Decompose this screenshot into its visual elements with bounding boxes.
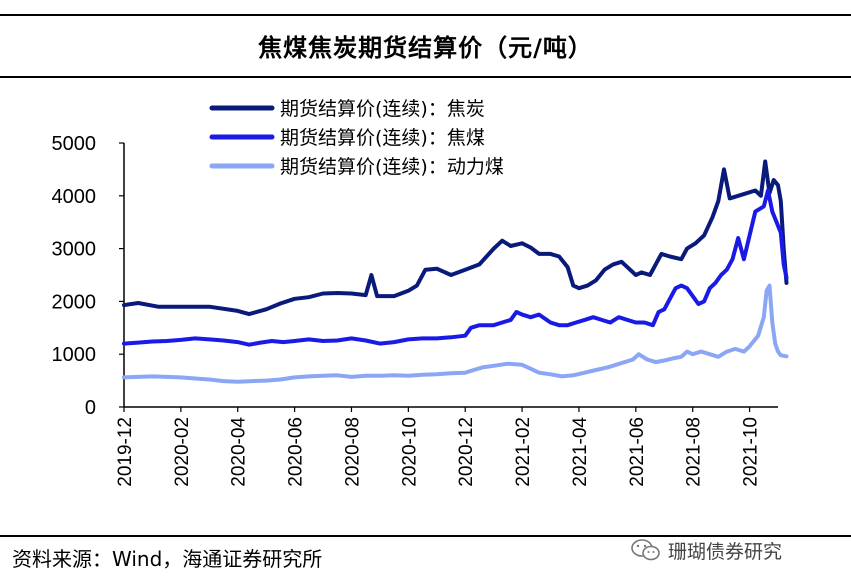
x-tick-label: 2021-04 (570, 417, 591, 487)
x-tick-label: 2020-12 (456, 417, 477, 487)
legend-label-1: 期货结算价(连续)：焦炭 (280, 98, 485, 120)
x-tick-label: 2021-06 (627, 417, 648, 487)
y-tick-label: 5000 (52, 133, 97, 155)
x-tick-label: 2020-02 (172, 417, 193, 487)
x-tick-label: 2020-08 (342, 417, 363, 487)
legend-label-2: 期货结算价(连续)：焦煤 (280, 127, 485, 149)
legend-label-3: 期货结算价(连续)：动力煤 (280, 156, 504, 178)
series-line-1 (122, 159, 789, 317)
x-tick-label: 2021-02 (513, 417, 534, 487)
bottom-rule (0, 535, 851, 537)
x-tick-label: 2020-06 (286, 417, 307, 487)
title-rule (0, 76, 851, 78)
chart-title: 焦煤焦炭期货结算价（元/吨） (258, 34, 593, 62)
x-tick-label: 2019-12 (115, 417, 136, 487)
series-line-3 (122, 283, 789, 384)
wechat-icon (631, 539, 660, 561)
x-tick-label: 2020-04 (229, 417, 250, 487)
y-tick-label: 2000 (52, 291, 97, 313)
source-note: 资料来源：Wind，海通证券研究所 (12, 547, 323, 571)
watermark-text: 珊瑚债券研究 (668, 541, 783, 563)
x-tick-label: 2021-08 (684, 417, 705, 487)
y-tick-label: 1000 (52, 344, 97, 366)
top-rule (0, 14, 851, 16)
y-tick-label: 0 (85, 397, 96, 419)
series-line-2 (122, 188, 789, 347)
line-chart: 0 1000 2000 3000 4000 5000 2019-12 2020-02 2020-… (52, 98, 789, 487)
y-tick-label: 4000 (52, 186, 97, 208)
y-tick-label: 3000 (52, 239, 97, 261)
x-tick-label: 2021-10 (741, 417, 762, 487)
x-tick-label: 2020-10 (399, 417, 420, 487)
